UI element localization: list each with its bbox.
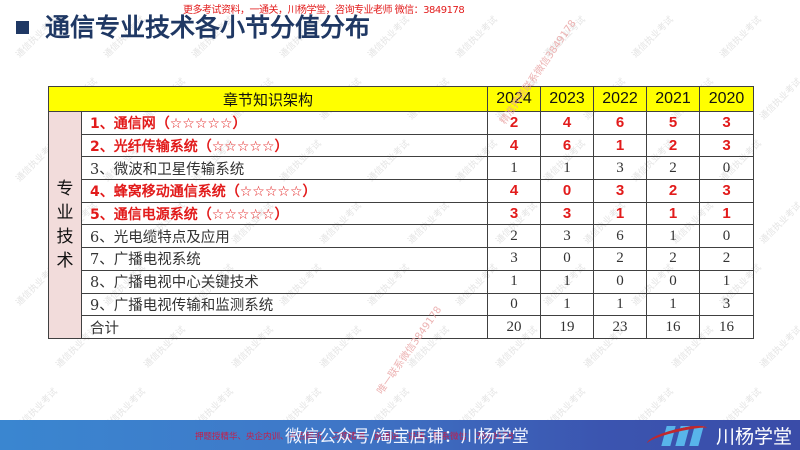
table-row: 6、光电缆特点及应用 2 3 6 1 0 [49, 224, 754, 249]
score-cell: 6 [540, 133, 594, 158]
page-title: 通信专业技术各小节分值分布 [45, 13, 371, 42]
score-cell: 1 [699, 269, 754, 294]
chapter-cell: 3、微波和卫星传输系统 [81, 156, 488, 181]
score-cell: 2 [593, 247, 647, 271]
header-chapter: 章节知识架构 [48, 86, 488, 112]
table-row: 9、广播电视传输和监测系统 0 1 1 1 3 [49, 292, 754, 317]
score-cell: 0 [646, 269, 700, 294]
brand-name: 川杨学堂 [716, 425, 793, 448]
score-cell: 0 [593, 269, 647, 294]
score-cell: 6 [593, 111, 647, 135]
slide-title: 通信专业技术各小节分值分布 [16, 10, 370, 42]
header-year: 2024 [487, 86, 541, 112]
footer-promo-text: 押题授精华、央企内训、考点解析、习题精讲、直播讲、讲课、联系微信：3849178 [195, 432, 514, 442]
table-header-row: 章节知识架构 2024 2023 2022 2021 2020 [48, 86, 754, 112]
score-cell: 1 [540, 156, 594, 181]
chapter-cell: 5、通信电源系统（☆☆☆☆☆） [81, 201, 488, 226]
score-cell: 3 [540, 201, 594, 226]
header-year: 2020 [699, 86, 754, 112]
score-cell: 0 [487, 292, 541, 317]
score-cell: 0 [699, 224, 754, 249]
score-cell: 1 [646, 292, 700, 317]
table-row: 8、广播电视中心关键技术 1 1 0 0 1 [49, 269, 754, 294]
score-cell: 1 [593, 201, 647, 226]
watermark-text: 通信执业考试 [630, 14, 677, 61]
table-row: 3、微波和卫星传输系统 1 1 3 2 0 [49, 156, 754, 181]
score-cell: 2 [646, 247, 700, 271]
table-row: 7、广播电视系统 3 0 2 2 2 [49, 247, 754, 271]
score-cell: 5 [646, 111, 700, 135]
score-cell: 16 [646, 315, 700, 339]
chapter-cell: 4、蜂窝移动通信系统（☆☆☆☆☆） [81, 179, 488, 203]
score-cell: 1 [487, 269, 541, 294]
footer-text: 微信公众号/淘宝店铺：川杨学堂 [285, 427, 529, 447]
score-cell: 3 [487, 201, 541, 226]
score-cell: 1 [593, 133, 647, 158]
table-row: 合计 20 19 23 16 16 [49, 315, 754, 339]
score-cell: 0 [540, 247, 594, 271]
score-cell: 3 [540, 224, 594, 249]
table-row: 5、通信电源系统（☆☆☆☆☆） 3 3 1 1 1 [49, 201, 754, 226]
brand-logo-icon [645, 422, 709, 450]
chapter-cell: 1、通信网（☆☆☆☆☆） [81, 111, 488, 135]
square-bullet-icon [16, 20, 29, 34]
score-cell: 2 [699, 247, 754, 271]
chapter-cell: 合计 [81, 315, 488, 339]
score-cell: 2 [487, 224, 541, 249]
table-row: 专 业 技 术 1、通信网（☆☆☆☆☆） 2 4 6 5 3 [48, 111, 754, 339]
score-cell: 1 [699, 201, 754, 226]
score-cell: 2 [646, 179, 700, 203]
footer-bar: 押题授精华、央企内训、考点解析、习题精讲、直播讲、讲课、联系微信：3849178… [0, 420, 800, 450]
score-cell: 4 [487, 179, 541, 203]
chapter-cell: 7、广播电视系统 [81, 247, 488, 271]
score-cell: 3 [699, 292, 754, 317]
table-row: 2、光纤传输系统（☆☆☆☆☆） 4 6 1 2 3 [49, 133, 754, 158]
score-cell: 0 [540, 179, 594, 203]
score-cell: 1 [646, 201, 700, 226]
score-cell: 1 [540, 292, 594, 317]
header-year: 2023 [540, 86, 594, 112]
score-cell: 20 [487, 315, 541, 339]
watermark-text: 通信执业考试 [758, 76, 800, 123]
watermark-text: 通信执业考试 [366, 14, 413, 61]
category-label: 专 业 技 术 [56, 178, 74, 271]
score-cell: 3 [593, 156, 647, 181]
score-cell: 16 [699, 315, 754, 339]
header-year: 2021 [646, 86, 700, 112]
watermark-text: 通信执业考试 [758, 200, 800, 247]
category-cell: 专 业 技 术 [48, 111, 82, 339]
chapter-cell: 8、广播电视中心关键技术 [81, 269, 488, 294]
score-cell: 23 [593, 315, 647, 339]
score-cell: 3 [699, 179, 754, 203]
brand: 川杨学堂 [645, 420, 793, 450]
top-promo-banner: 更多考试资料，一通关，川杨学堂，咨询专业老师 微信：3849178 [183, 5, 465, 16]
score-cell: 19 [540, 315, 594, 339]
score-cell: 1 [540, 269, 594, 294]
score-cell: 4 [487, 133, 541, 158]
header-year: 2022 [593, 86, 647, 112]
watermark-text: 通信执业考试 [758, 324, 800, 371]
score-cell: 2 [646, 156, 700, 181]
chapter-cell: 2、光纤传输系统（☆☆☆☆☆） [81, 133, 488, 158]
score-cell: 3 [487, 247, 541, 271]
table-row: 4、蜂窝移动通信系统（☆☆☆☆☆） 4 0 3 2 3 [49, 179, 754, 203]
score-cell: 3 [699, 133, 754, 158]
watermark-text: 通信执业考试 [454, 14, 501, 61]
score-cell: 1 [646, 224, 700, 249]
score-cell: 6 [593, 224, 647, 249]
watermark-text: 通信执业考试 [718, 14, 765, 61]
score-cell: 0 [699, 156, 754, 181]
score-cell: 1 [487, 156, 541, 181]
score-cell: 2 [646, 133, 700, 158]
score-cell: 3 [699, 111, 754, 135]
score-cell: 1 [593, 292, 647, 317]
chapter-cell: 6、光电缆特点及应用 [81, 224, 488, 249]
score-cell: 3 [593, 179, 647, 203]
score-cell: 4 [540, 111, 594, 135]
